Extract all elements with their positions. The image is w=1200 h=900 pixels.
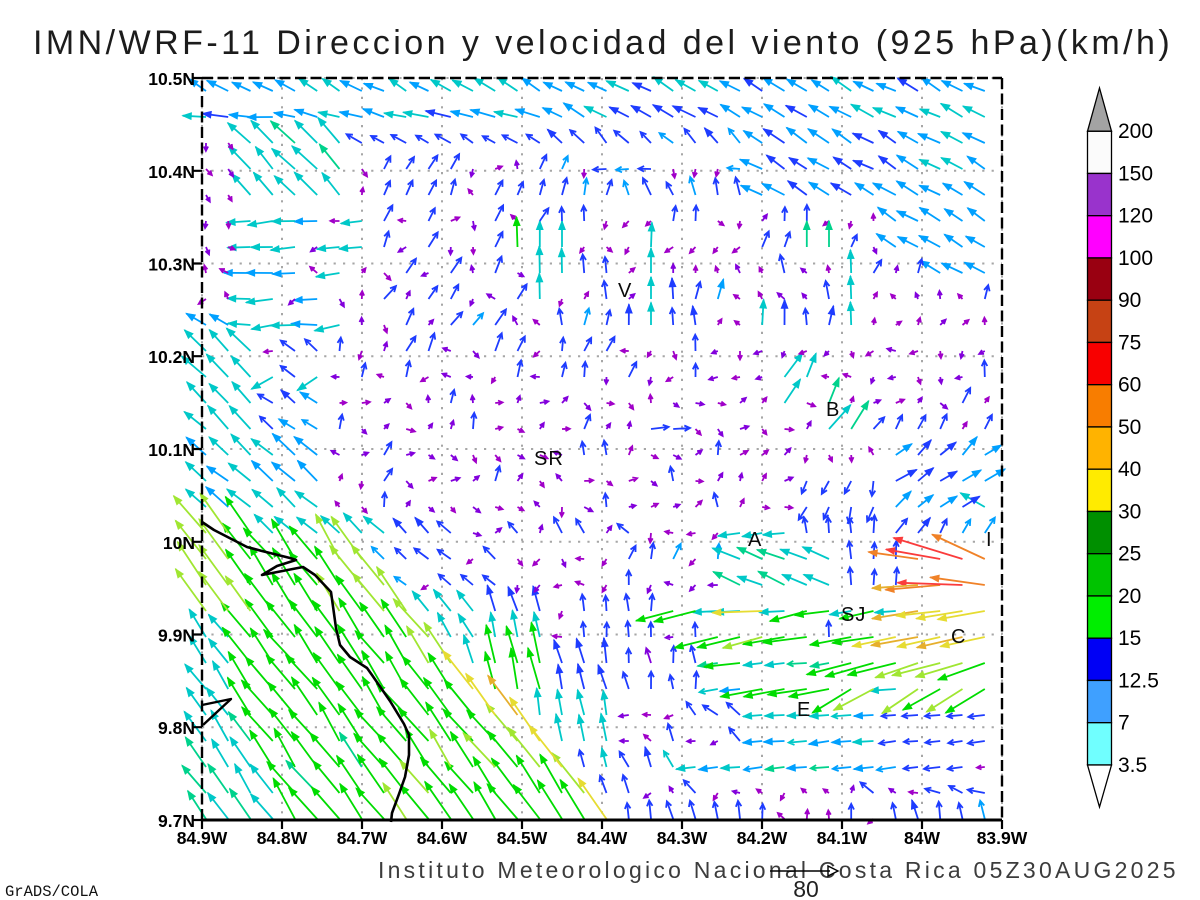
svg-text:V: V <box>618 280 632 302</box>
svg-text:B: B <box>826 399 840 421</box>
svg-text:Instituto Meteorologico Nacion: Instituto Meteorologico Nacional Costa R… <box>378 857 1179 883</box>
svg-text:84.7W: 84.7W <box>337 828 388 848</box>
svg-text:10.1N: 10.1N <box>148 440 195 460</box>
svg-text:100: 100 <box>1118 247 1153 270</box>
svg-text:10.2N: 10.2N <box>148 347 195 367</box>
svg-text:10N: 10N <box>163 533 195 553</box>
svg-text:3.5: 3.5 <box>1118 754 1147 777</box>
svg-text:200: 200 <box>1118 120 1153 143</box>
svg-text:40: 40 <box>1118 458 1141 481</box>
svg-text:84.8W: 84.8W <box>257 828 308 848</box>
svg-text:120: 120 <box>1118 205 1153 228</box>
svg-text:IMN/WRF-11 Direccion y velocid: IMN/WRF-11 Direccion y velocidad del vie… <box>33 24 1173 62</box>
svg-text:7: 7 <box>1118 712 1130 735</box>
svg-text:50: 50 <box>1118 416 1141 439</box>
svg-text:C: C <box>951 626 966 648</box>
svg-text:SR: SR <box>534 448 564 470</box>
svg-text:84.1W: 84.1W <box>817 828 868 848</box>
svg-text:10.5N: 10.5N <box>148 69 195 89</box>
svg-text:9.8N: 9.8N <box>158 718 195 738</box>
svg-text:84.6W: 84.6W <box>417 828 468 848</box>
svg-text:E: E <box>797 699 811 721</box>
svg-text:90: 90 <box>1118 289 1141 312</box>
svg-text:10.4N: 10.4N <box>148 162 195 182</box>
svg-text:60: 60 <box>1118 374 1141 397</box>
svg-text:10.3N: 10.3N <box>148 255 195 275</box>
svg-text:9.9N: 9.9N <box>158 626 195 646</box>
svg-text:9.7N: 9.7N <box>158 811 195 831</box>
svg-text:84.5W: 84.5W <box>497 828 548 848</box>
svg-text:75: 75 <box>1118 331 1141 354</box>
svg-text:84.3W: 84.3W <box>657 828 708 848</box>
svg-text:20: 20 <box>1118 585 1141 608</box>
svg-text:30: 30 <box>1118 501 1141 524</box>
svg-text:GrADS/COLA: GrADS/COLA <box>5 883 99 900</box>
svg-text:84.9W: 84.9W <box>177 828 228 848</box>
svg-text:A: A <box>748 529 762 551</box>
svg-text:84.4W: 84.4W <box>577 828 628 848</box>
svg-text:25: 25 <box>1118 543 1141 566</box>
svg-text:150: 150 <box>1118 162 1153 185</box>
svg-text:84W: 84W <box>904 828 940 848</box>
svg-text:15: 15 <box>1118 627 1141 650</box>
svg-text:83.9W: 83.9W <box>977 828 1028 848</box>
svg-text:84.2W: 84.2W <box>737 828 788 848</box>
svg-text:I: I <box>986 529 993 551</box>
svg-text:12.5: 12.5 <box>1118 670 1159 693</box>
svg-text:SJ: SJ <box>841 604 866 626</box>
svg-text:80: 80 <box>793 876 819 900</box>
